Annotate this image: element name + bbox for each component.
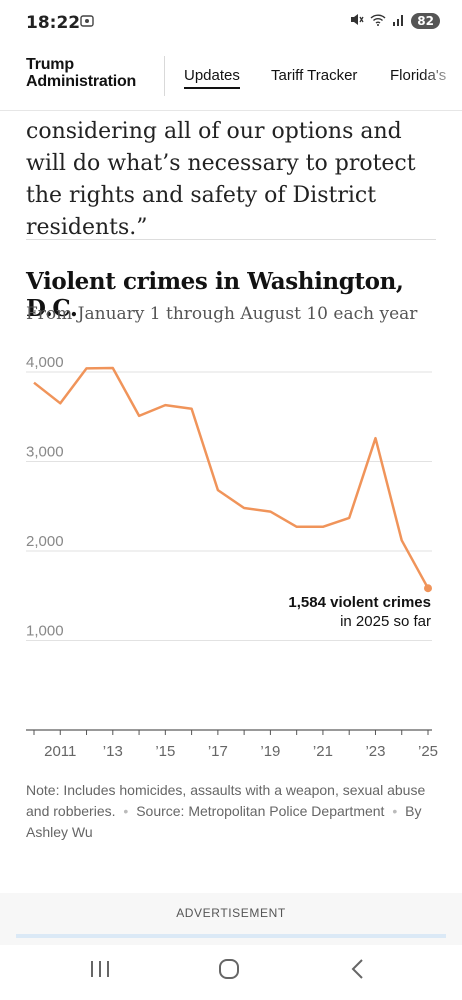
y-axis-labels: 1,000 2,000 3,000 4,000 — [26, 354, 64, 640]
x-tick-label: 2011 — [44, 743, 76, 760]
x-tick-label: ’13 — [103, 743, 123, 760]
annotation-bold: 1,584 violent crimes — [288, 594, 431, 611]
x-tick-label: ’23 — [365, 743, 385, 760]
chart-gridlines — [26, 371, 432, 641]
brand-line-1: Trump — [26, 56, 74, 73]
advertisement-band: ADVERTISEMENT — [0, 893, 462, 945]
x-tick-label: ’21 — [313, 743, 333, 760]
x-tick-label: ’25 — [418, 743, 438, 760]
x-tick-label: ’15 — [155, 743, 175, 760]
section-divider — [26, 239, 436, 240]
back-icon[interactable] — [346, 957, 370, 987]
series-endpoint — [424, 584, 432, 593]
chart-title: Violent crimes in Washington, D.C. — [26, 268, 404, 322]
y-tick-label: 1,000 — [26, 623, 64, 640]
separator-dot: • — [123, 803, 129, 819]
status-bar: 18:22 82 — [0, 0, 462, 44]
section-nav: Trump Administration Updates Tariff Trac… — [0, 44, 462, 111]
nav-link-tariff-tracker[interactable]: Tariff Tracker — [271, 67, 358, 84]
separator-dot: • — [392, 803, 398, 819]
mute-icon — [350, 13, 364, 29]
recents-icon[interactable] — [88, 957, 112, 987]
ad-slot[interactable] — [16, 934, 446, 938]
note-source: Source: Metropolitan Police Department — [136, 803, 385, 819]
nav-fade — [422, 54, 462, 94]
status-time: 18:22 — [26, 13, 81, 33]
home-icon[interactable] — [217, 957, 241, 987]
ad-label: ADVERTISEMENT — [176, 906, 286, 920]
x-tick-label: ’17 — [208, 743, 228, 760]
battery-icon: 82 — [411, 13, 440, 29]
signal-icon — [392, 14, 405, 29]
series-line — [33, 366, 430, 589]
section-brand[interactable]: Trump Administration — [26, 56, 136, 90]
note-byline: By Ashley Wu — [26, 803, 422, 840]
brand-line-2: Administration — [26, 73, 137, 90]
chart-note: Note: Includes homicides, assaults with … — [26, 780, 426, 843]
nav-link-updates[interactable]: Updates — [184, 67, 240, 89]
x-axis-labels: 2011 ’13 ’15 ’17 ’19 ’21 ’23 ’25 — [44, 743, 438, 760]
x-axis-ticks — [33, 730, 429, 735]
line-chart: 1,000 2,000 3,000 4,000 2011 ’13 ’15 ’17 ’19 ’21… — [26, 354, 438, 760]
nav-divider — [164, 56, 165, 96]
system-icons: 82 — [350, 13, 440, 29]
note-text: Note: Includes homicides, assaults with … — [26, 782, 426, 819]
article-quote: considering all of our options and will … — [26, 119, 416, 240]
annotation-text: in 2025 so far — [340, 613, 431, 630]
cast-icon — [80, 15, 94, 30]
y-tick-label: 3,000 — [26, 444, 64, 461]
y-tick-label: 4,000 — [26, 354, 64, 371]
wifi-icon — [370, 13, 386, 29]
chart-subtitle: From January 1 through August 10 each ye… — [26, 304, 418, 324]
y-tick-label: 2,000 — [26, 533, 64, 550]
system-nav-bar — [0, 945, 462, 1000]
x-tick-label: ’19 — [260, 743, 280, 760]
